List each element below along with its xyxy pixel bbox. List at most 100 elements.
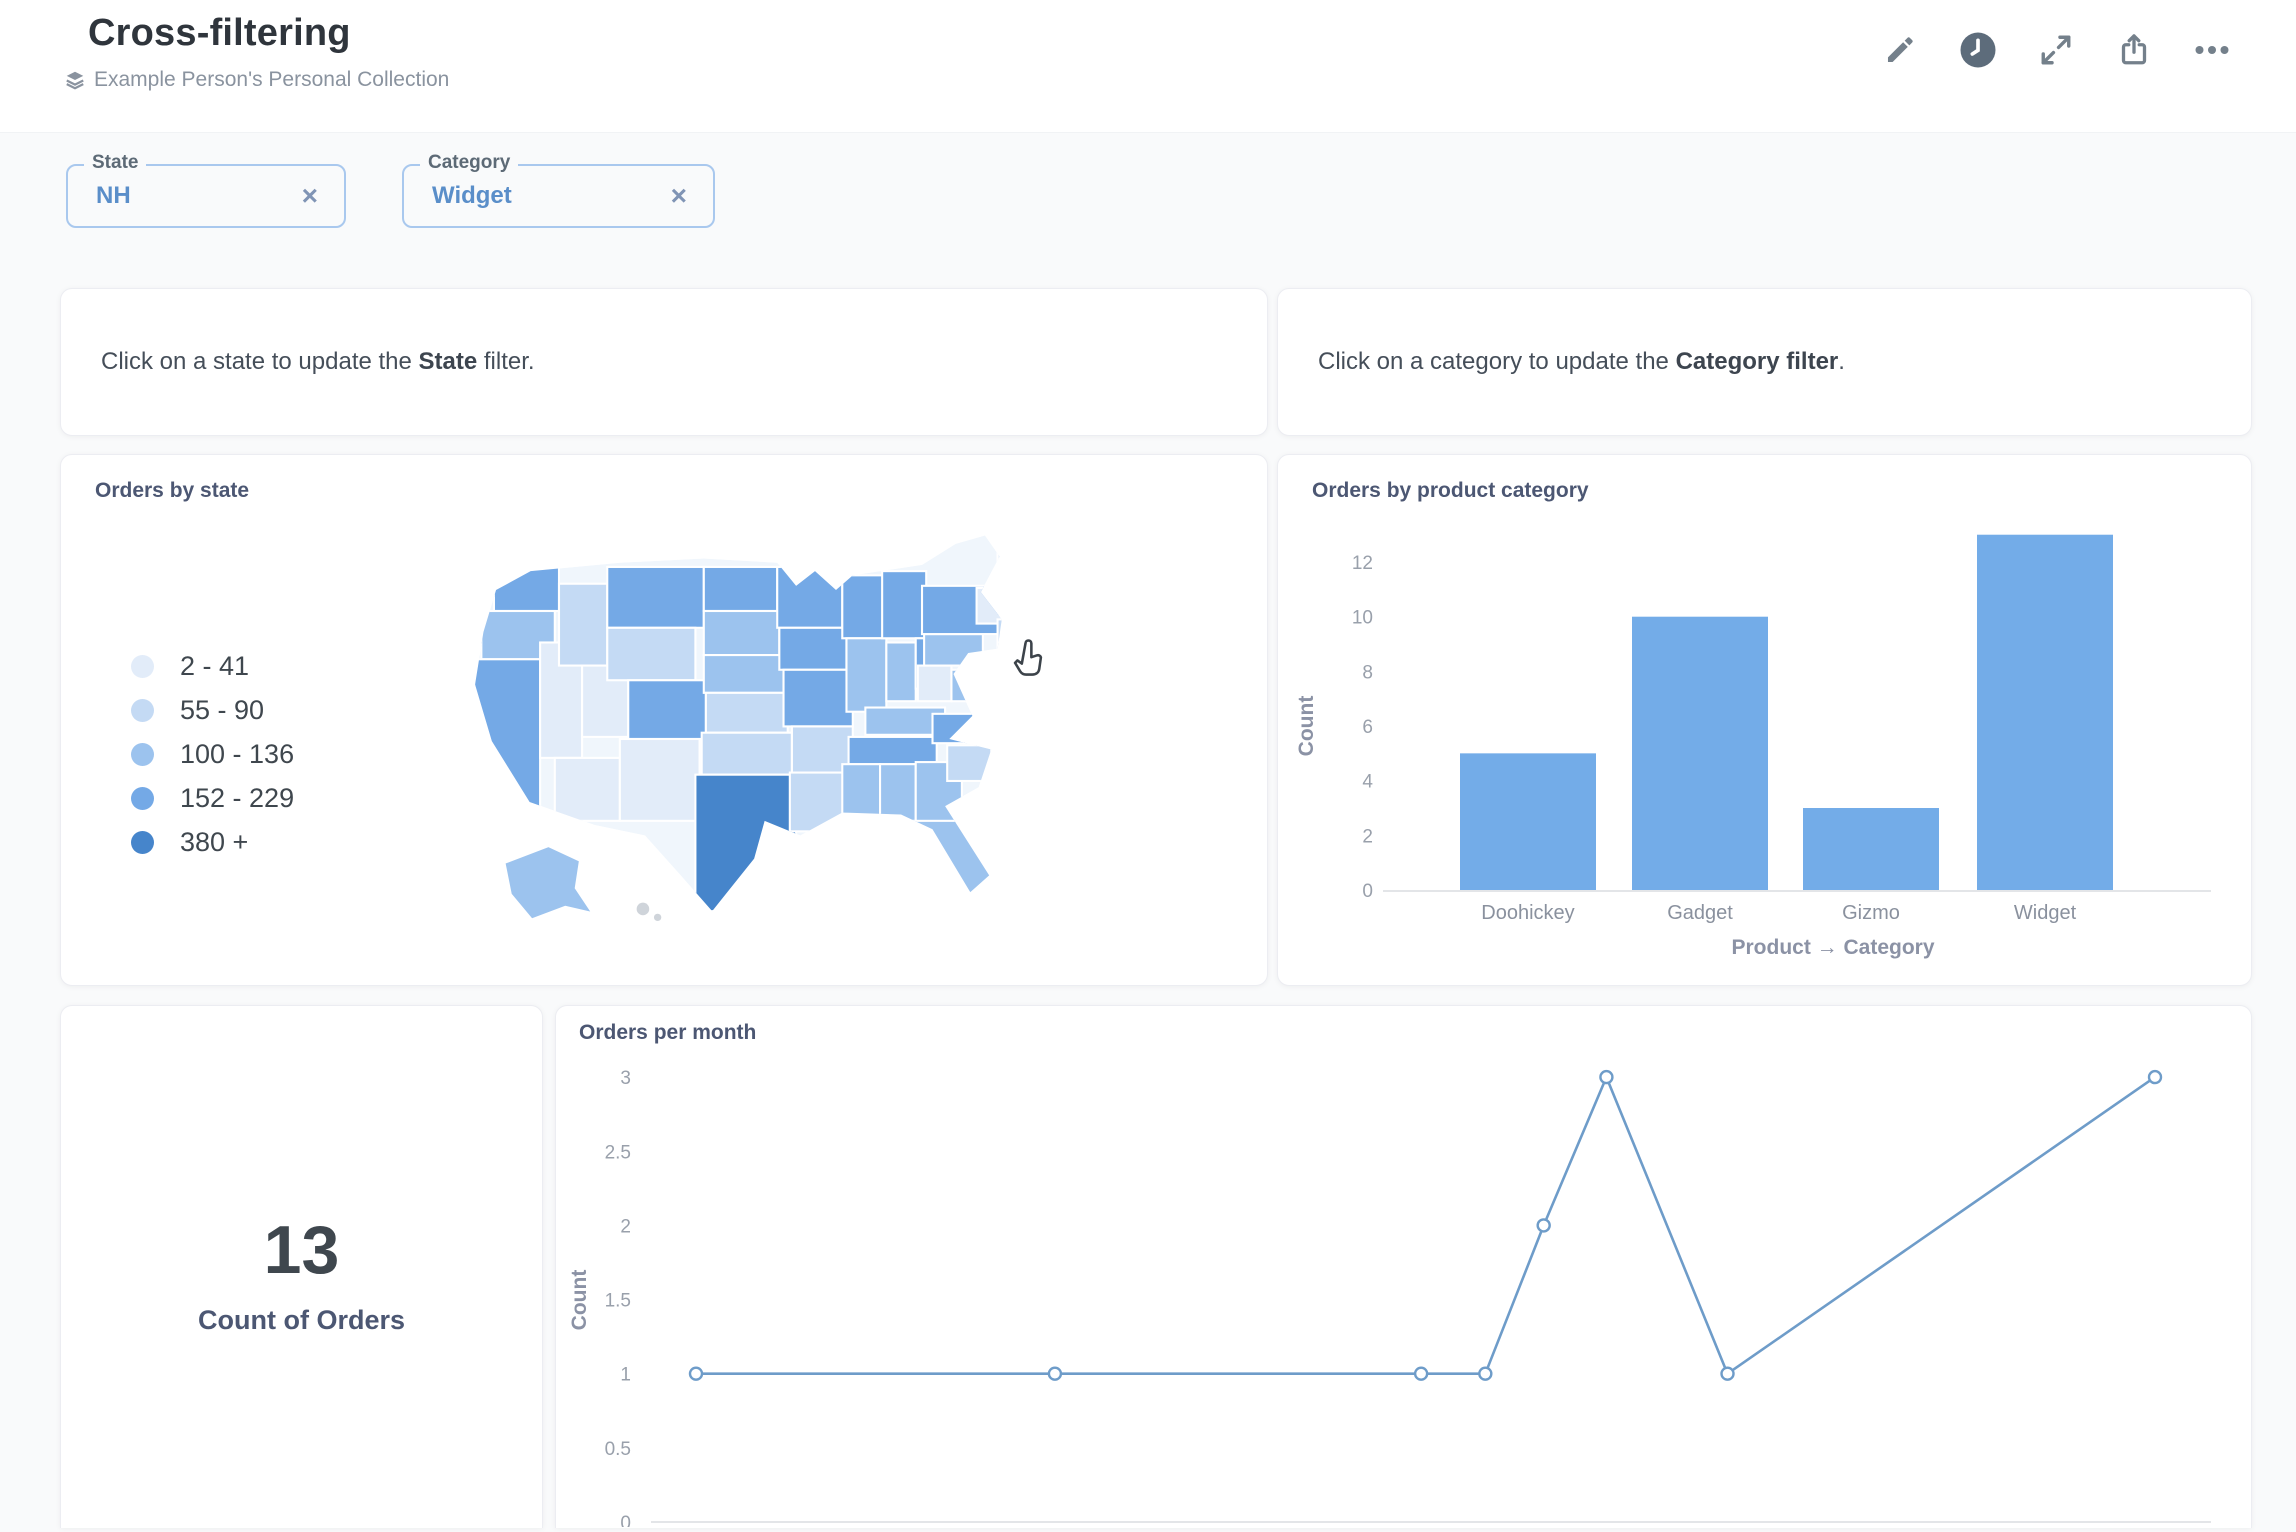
- legend-row: 152 - 229: [131, 783, 294, 814]
- category-hint-text: Click on a category to update the Catego…: [1318, 348, 1845, 375]
- state-MO[interactable]: [782, 668, 854, 728]
- share-button[interactable]: [2112, 30, 2156, 74]
- state-VT/NH[interactable]: [975, 586, 1004, 625]
- state-IA[interactable]: [778, 626, 848, 671]
- line-chart: 0 0.5 1 1.5 2 2.5 3 Count: [568, 1068, 2211, 1532]
- state-MA/CT/RI[interactable]: [996, 618, 1034, 650]
- more-options-button[interactable]: [2190, 30, 2234, 74]
- page-title: Cross-filtering: [88, 12, 351, 54]
- legend-swatch: [131, 787, 154, 810]
- mouse-cursor-icon: [1009, 637, 1053, 686]
- legend-row: 55 - 90: [131, 695, 294, 726]
- state-SD[interactable]: [702, 609, 781, 657]
- line-point-3[interactable]: [1478, 1366, 1493, 1381]
- state-MN[interactable]: [776, 565, 844, 629]
- state-LA[interactable]: [788, 771, 848, 833]
- bar-widget[interactable]: [1977, 534, 2113, 890]
- state-NC[interactable]: [931, 712, 1009, 745]
- bar-gadget[interactable]: [1632, 616, 1768, 890]
- state-filter-label: State: [84, 152, 147, 174]
- state-SC[interactable]: [946, 744, 993, 783]
- state-WI[interactable]: [841, 574, 888, 640]
- line-y-tick: 1: [620, 1365, 631, 1386]
- state-NE[interactable]: [702, 654, 785, 694]
- history-button[interactable]: [1956, 30, 2000, 74]
- pencil-icon: [1883, 33, 1917, 72]
- category-filter-clear-icon[interactable]: ×: [670, 180, 687, 211]
- layers-icon: [64, 69, 86, 91]
- state-IL[interactable]: [845, 637, 888, 713]
- category-filter[interactable]: Category Widget ×: [402, 152, 715, 228]
- state-NM[interactable]: [618, 737, 701, 822]
- bar-doohickey[interactable]: [1460, 753, 1596, 890]
- legend-label: 2 - 41: [180, 651, 250, 681]
- bar-card-title: Orders by product category: [1312, 479, 1589, 502]
- bar-x-tick: Gizmo: [1842, 902, 1900, 924]
- line-point-1[interactable]: [1047, 1366, 1063, 1381]
- us-choropleth-map[interactable]: [431, 529, 1071, 949]
- legend-label: 152 - 229: [180, 783, 295, 813]
- legend-swatch: [131, 699, 154, 722]
- bar-x-tick: Gadget: [1667, 902, 1733, 924]
- state-WV[interactable]: [916, 664, 953, 703]
- state-PA[interactable]: [923, 633, 984, 667]
- bar-y-tick: 6: [1362, 717, 1373, 738]
- breadcrumb[interactable]: Example Person's Personal Collection: [64, 68, 449, 92]
- state-AK[interactable]: [503, 844, 595, 921]
- line-point-0[interactable]: [688, 1366, 704, 1381]
- state-IN[interactable]: [885, 641, 917, 703]
- header-actions: [1878, 30, 2234, 74]
- line-yaxis-label: Count: [568, 1270, 591, 1331]
- clock-icon: [1958, 30, 1998, 75]
- legend-label: 100 - 136: [180, 739, 295, 769]
- state-MI[interactable]: [881, 570, 928, 640]
- state-CA[interactable]: [471, 658, 542, 810]
- state-WA[interactable]: [492, 563, 561, 613]
- state-ID[interactable]: [557, 582, 609, 667]
- category-filter-label: Category: [420, 152, 519, 174]
- state-AZ[interactable]: [553, 756, 621, 822]
- collection-name: Example Person's Personal Collection: [94, 68, 450, 91]
- state-HI[interactable]: [636, 902, 650, 916]
- dashboard-filters: State NH × Category Widget ×: [66, 152, 715, 228]
- state-WY[interactable]: [606, 626, 697, 682]
- line-point-7[interactable]: [2147, 1069, 2163, 1085]
- state-filter-value: NH: [96, 182, 131, 209]
- legend-swatch: [131, 743, 154, 766]
- state-ND[interactable]: [702, 565, 779, 613]
- bar-xaxis-label: Product → Category: [1731, 936, 1934, 959]
- state-AL[interactable]: [879, 763, 917, 827]
- state-MS[interactable]: [841, 763, 882, 829]
- bar-y-tick: 0: [1362, 881, 1373, 902]
- state-FL[interactable]: [899, 819, 993, 896]
- legend-label: 55 - 90: [180, 695, 265, 725]
- state-HI[interactable]: [653, 913, 662, 922]
- bar-y-tick: 2: [1362, 826, 1373, 847]
- state-MT[interactable]: [606, 565, 705, 629]
- state-CO[interactable]: [627, 679, 707, 741]
- bar-y-tick: 10: [1352, 608, 1373, 629]
- orders-per-month-card: Orders per month 0 0.5 1 1.5 2 2.5 3 Count: [555, 1005, 2252, 1532]
- bar-gizmo[interactable]: [1803, 808, 1939, 890]
- line-point-6[interactable]: [1720, 1366, 1735, 1381]
- state-VA[interactable]: [950, 668, 1008, 703]
- category-filter-value: Widget: [432, 182, 512, 209]
- line-card-title: Orders per month: [579, 1021, 757, 1044]
- state-ME[interactable]: [996, 538, 1036, 596]
- fullscreen-button[interactable]: [2034, 30, 2078, 74]
- line-y-tick: 1.5: [605, 1291, 631, 1312]
- expand-icon: [2039, 33, 2073, 72]
- state-KS[interactable]: [704, 691, 789, 734]
- state-filter-clear-icon[interactable]: ×: [301, 180, 318, 211]
- state-filter[interactable]: State NH ×: [66, 152, 346, 228]
- bar-x-tick: Widget: [2014, 902, 2077, 924]
- state-TN[interactable]: [847, 735, 938, 766]
- line-point-2[interactable]: [1413, 1366, 1429, 1381]
- line-y-tick: 2: [620, 1216, 631, 1237]
- line-point-5[interactable]: [1599, 1069, 1614, 1085]
- edit-dashboard-button[interactable]: [1878, 30, 1922, 74]
- legend-swatch: [131, 655, 154, 678]
- line-point-4[interactable]: [1536, 1218, 1551, 1233]
- state-OK[interactable]: [700, 731, 793, 776]
- state-TX[interactable]: [694, 773, 798, 912]
